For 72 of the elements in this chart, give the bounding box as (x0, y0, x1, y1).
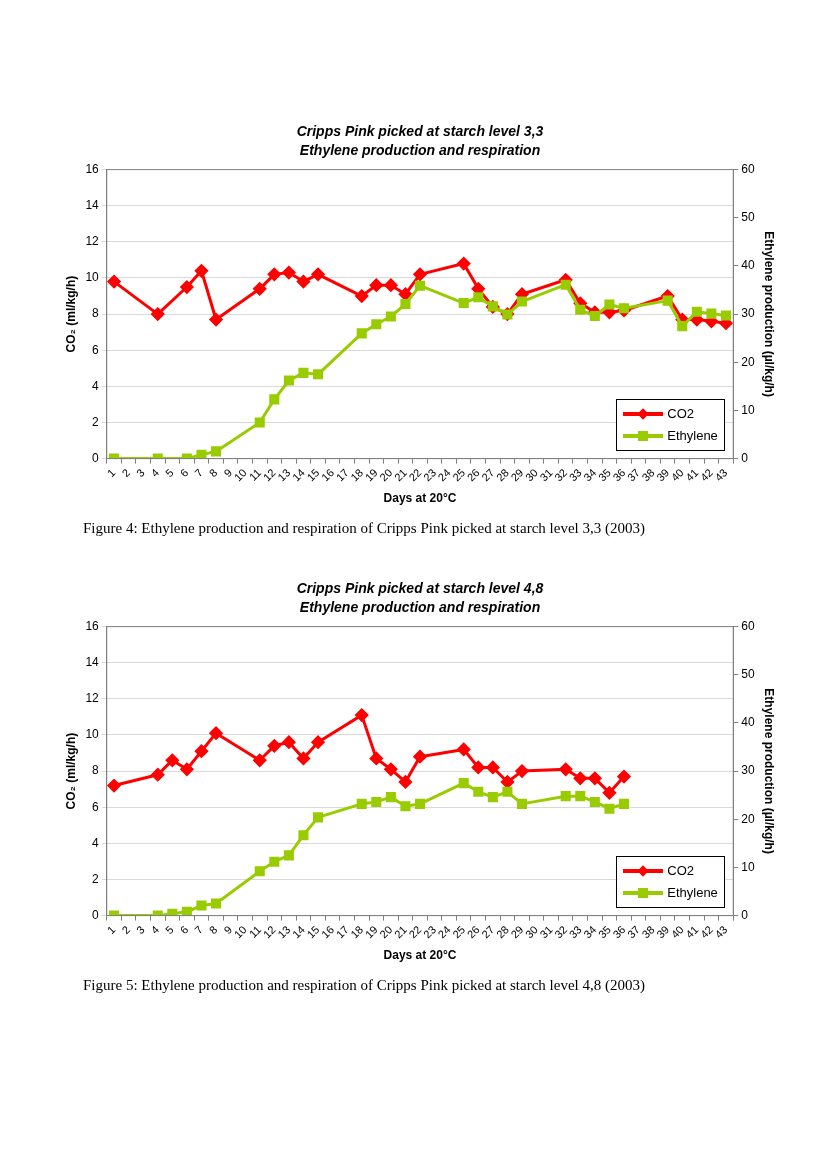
caption: Figure 4: Ethylene production and respiration of Cripps Pink picked at starch level 3,3 (2003) (83, 520, 646, 537)
y-tick-label: 2 (92, 414, 100, 429)
legend-label: CO2 (667, 406, 694, 422)
x-tick-label: 6 (177, 923, 191, 937)
y2-tick-label: 30 (741, 306, 755, 321)
chart-subtitle: Ethylene production and respiration (299, 142, 541, 159)
y2-tick-label: 50 (741, 667, 755, 682)
x-tick-label: 43 (712, 466, 730, 484)
y-tick-label: 10 (85, 270, 100, 285)
chart-subtitle: Ethylene production and respiration (299, 599, 541, 616)
x-tick-label: 7 (192, 923, 206, 937)
y-tick-label: 10 (85, 727, 100, 742)
x-tick-label: 3 (133, 923, 147, 937)
y2-tick-label: 30 (741, 763, 755, 778)
x-tick-label: 22 (406, 923, 424, 941)
y-tick-label: 12 (85, 234, 100, 249)
y-tick-label: 2 (92, 871, 100, 886)
y-tick-label: 16 (85, 618, 100, 633)
y2-axis-title: Ethylene production (µl/kg/h) (762, 231, 777, 397)
legend-label: Ethylene (667, 885, 718, 901)
x-tick-label: 8 (206, 923, 220, 937)
x-tick-label: 5 (163, 466, 176, 480)
y-tick-label: 14 (85, 655, 100, 670)
x-tick-label: 24 (435, 466, 453, 484)
y2-tick-label: 40 (741, 715, 755, 730)
y2-tick-label: 50 (741, 210, 755, 225)
x-tick-label: 7 (192, 466, 206, 480)
y-tick-label: 6 (92, 342, 100, 357)
y2-tick-label: 20 (741, 811, 755, 826)
y-axis-title: CO₂ (ml/kg/h) (63, 732, 78, 810)
x-tick-label: 2 (119, 923, 133, 937)
x-tick-label: 43 (712, 923, 730, 941)
x-tick-label: 1 (104, 923, 118, 937)
y2-tick-label: 10 (741, 402, 755, 417)
y-tick-label: 4 (92, 378, 100, 393)
x-axis-title: Days at 20°C (383, 948, 457, 963)
legend-label: Ethylene (667, 428, 718, 444)
legend-label: CO2 (667, 863, 694, 879)
y2-tick-label: 20 (741, 354, 755, 369)
x-tick-label: 22 (406, 466, 424, 484)
x-tick-label: 5 (163, 923, 176, 937)
y-tick-label: 16 (85, 161, 100, 176)
caption: Figure 5: Ethylene production and respiration of Cripps Pink picked at starch level 4,8 (2003) (83, 977, 646, 994)
x-tick-label: 4 (148, 923, 162, 937)
x-tick-label: 1 (104, 466, 118, 480)
y2-tick-label: 0 (741, 450, 749, 465)
y-tick-label: 4 (92, 835, 100, 850)
y-axis-title: CO₂ (ml/kg/h) (63, 275, 78, 353)
x-axis-title: Days at 20°C (383, 491, 457, 506)
x-tick-label: 6 (177, 466, 191, 480)
y2-tick-label: 10 (741, 859, 755, 874)
y-tick-label: 8 (92, 306, 100, 321)
x-tick-label: 2 (119, 466, 133, 480)
y-tick-label: 6 (92, 799, 100, 814)
y2-tick-label: 40 (741, 258, 755, 273)
x-tick-label: 41 (683, 923, 701, 941)
chart-title: Cripps Pink picked at starch level 4,8 (296, 580, 544, 597)
x-tick-label: 24 (435, 923, 453, 941)
y-tick-label: 14 (85, 198, 100, 213)
y-tick-label: 0 (92, 907, 100, 922)
x-tick-label: 4 (148, 466, 162, 480)
y2-tick-label: 60 (741, 161, 755, 176)
y2-tick-label: 60 (741, 618, 755, 633)
x-tick-label: 8 (206, 466, 220, 480)
x-tick-label: 3 (133, 466, 147, 480)
y-tick-label: 12 (85, 691, 100, 706)
y2-axis-title: Ethylene production (µl/kg/h) (762, 688, 777, 854)
chart-title: Cripps Pink picked at starch level 3,3 (296, 123, 544, 140)
y2-tick-label: 0 (741, 907, 749, 922)
y-tick-label: 8 (92, 763, 100, 778)
x-tick-label: 41 (683, 466, 701, 484)
y-tick-label: 0 (92, 450, 100, 465)
